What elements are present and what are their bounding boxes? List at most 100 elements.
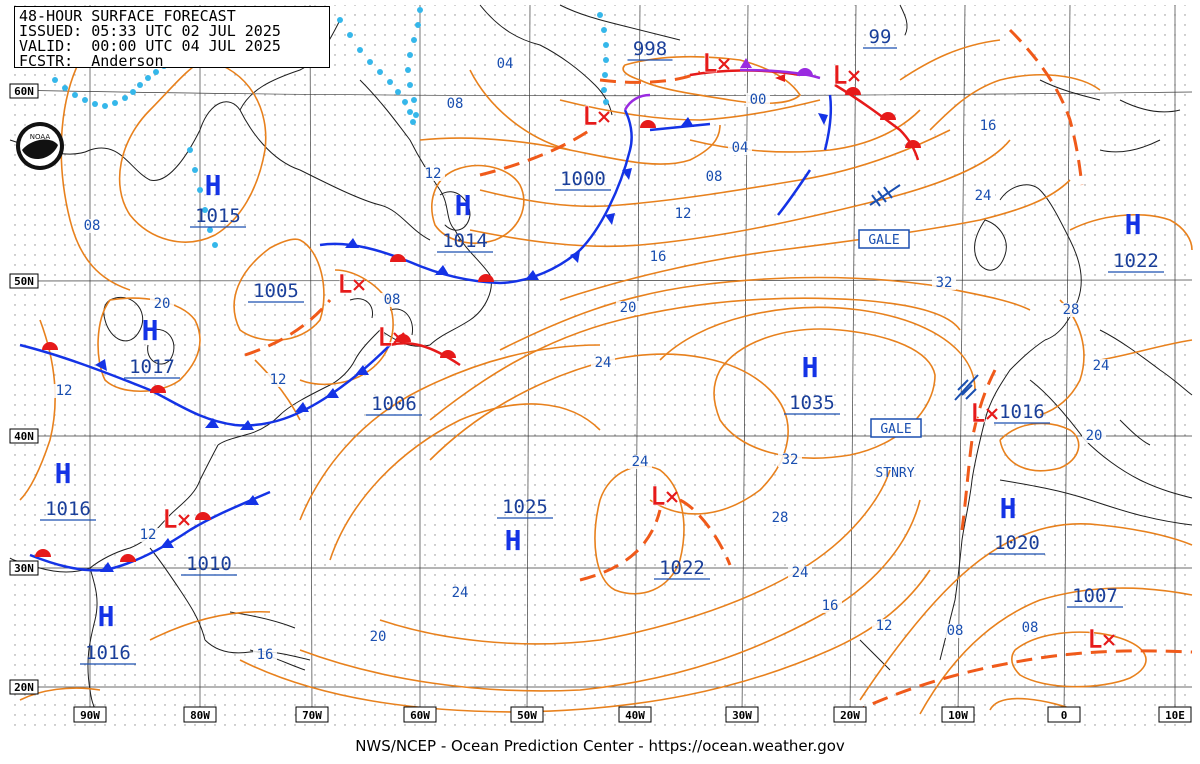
isobar-label: 12 [675,206,692,222]
low-symbol: L [970,399,986,429]
isobar-label-bg [80,219,104,233]
pressure-centers: H 1015 H 1014 H 1017 H 1035 H 1025 H 1016 H 1016 H 1020… [40,26,1164,665]
isobar-label: 24 [452,585,469,601]
isobar-label-bg [591,356,615,370]
lon-label-box [1158,706,1192,723]
isobar-label-bg [266,373,290,387]
isobar-label: 04 [497,56,514,72]
high-symbol: H [55,457,72,490]
isobar-label: 24 [792,565,809,581]
warnings: GALE GALE [858,229,922,438]
high-pressure-center: H 1015 [190,169,246,228]
isobar-label-bg [702,170,726,184]
isobar-label: 08 [706,169,723,185]
isobar-label: 32 [782,452,799,468]
low-pressure-center: L 1022 [650,482,710,580]
low-center-x-icon [178,514,190,526]
troughs [244,28,1193,716]
center-pressure-value: 1016 [45,498,91,520]
low-symbol: L [162,505,178,535]
high-pressure-center: H 1025 [497,496,553,557]
forecast-header: 48-HOUR SURFACE FORECAST ISSUED: 05:33 U… [14,6,330,69]
lon-label: 80W [190,709,210,722]
footer-credit: NWS/NCEP - Ocean Prediction Center - htt… [355,737,845,755]
lon-label: 90W [80,709,100,722]
lat-label: 50N [14,275,34,288]
lon-label-box [618,706,652,723]
wind-barbs [869,184,979,401]
low-symbol: L [650,482,666,512]
isobar-label-bg [380,293,404,307]
isobar-label: 20 [154,296,171,312]
lon-label-box [725,706,759,723]
lat-label: 20N [14,681,34,694]
isobar-label-bg [671,207,695,221]
isobar-label-bg [778,453,802,467]
isobar-label-bg [448,586,472,600]
header-valid: VALID: 00:00 UTC 04 JUL 2025 [19,37,281,55]
center-pressure-value: 1015 [195,205,241,227]
isobar-label-bg [1018,621,1042,635]
isobar-labels: 04 08 08 12 00 04 08 12 16 20 24 24 28 32 32 28 24 24 20 24… [52,56,1113,663]
lon-label: 40W [625,709,645,722]
center-pressure-value: 1020 [994,532,1040,554]
header-title: 48-HOUR SURFACE FORECAST [19,7,236,25]
low-center-x-icon [718,58,730,70]
isobar-label-bg [943,624,967,638]
front-symbols [35,58,921,572]
center-pressure-value: 1022 [659,557,705,579]
isobar-label: 12 [140,527,157,543]
lon-label-box [510,706,544,723]
center-pressure-value: 1016 [999,401,1045,423]
isobar-label-bg [493,57,517,71]
high-symbol: H [98,600,115,633]
low-pressure-center: L 1006 [366,323,422,416]
high-symbol: H [205,169,222,202]
isobar-label: 20 [1086,428,1103,444]
isobar-label: 32 [936,275,953,291]
lat-label: 60N [14,85,34,98]
isobar-label-bg [818,599,842,613]
high-pressure-center: H 1020 [989,492,1045,555]
center-pressure-value: 1025 [502,496,548,518]
high-symbol: H [142,314,159,347]
isobar-label-bg [646,250,670,264]
lat-label: 40N [14,430,34,443]
lat-label-box [9,428,39,444]
center-pressure-value: 1016 [85,642,131,664]
isobar-label: 28 [1063,302,1080,318]
center-pressure-value: 1006 [371,393,417,415]
isobar-label: 08 [1022,620,1039,636]
isobar-label: 24 [595,355,612,371]
isobar-label-bg [1059,303,1083,317]
lat-label-box [9,273,39,289]
isobar-label: 16 [980,118,997,134]
isobar-label: 04 [732,140,749,156]
high-pressure-center: H 1016 [80,600,136,665]
low-center-x-icon [353,279,365,291]
high-symbol: H [455,189,472,222]
isobar-label: 08 [947,623,964,639]
high-pressure-center: H 1017 [124,314,180,379]
center-pressure-value: 1014 [442,230,488,252]
low-center-x-icon [848,70,860,82]
isobar-label-bg [443,97,467,111]
lon-label-box [1047,706,1081,723]
high-pressure-center: H 1022 [1108,208,1164,273]
lat-label-box [9,83,39,99]
isobar-label-bg [788,566,812,580]
isobar-label: 12 [56,383,73,399]
low-symbol: L [337,270,353,300]
isobar-label-bg [746,93,770,107]
isobar-label-bg [421,167,445,181]
center-pressure-value: 998 [633,38,667,60]
center-pressure-value: 99 [869,26,892,48]
isobar-label-bg [971,189,995,203]
high-pressure-center: H 1016 [40,457,96,521]
isobar-label: 00 [750,92,767,108]
lon-label-box [183,706,217,723]
isobar-label: 24 [632,454,649,470]
high-symbol: H [1000,492,1017,525]
isobar-label-bg [768,511,792,525]
